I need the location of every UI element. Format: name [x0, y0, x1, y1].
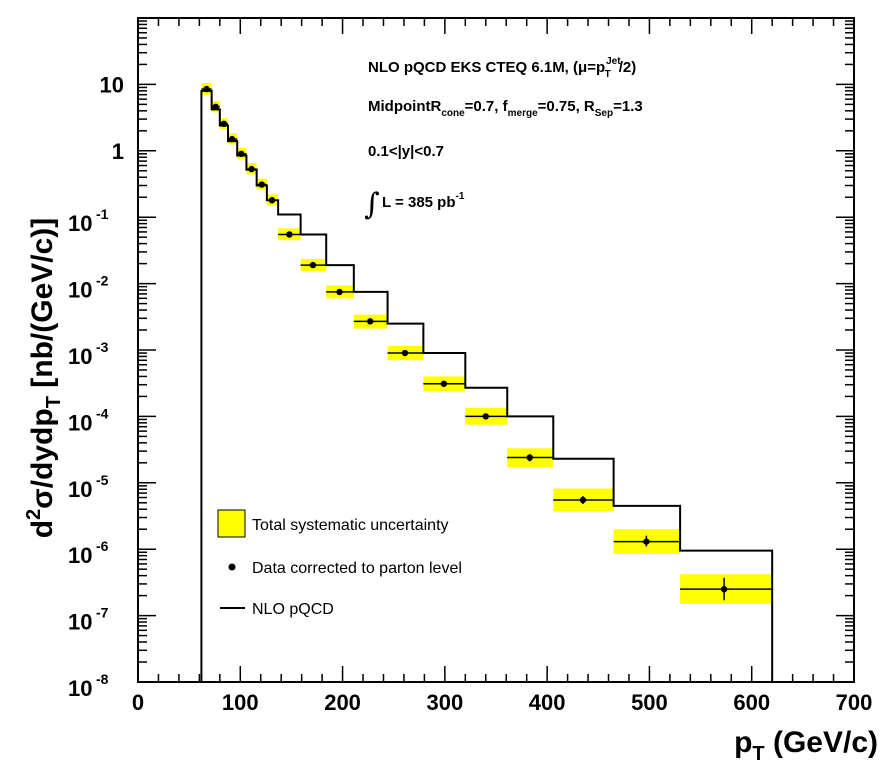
y-tick-exponent: -4: [96, 405, 109, 421]
annotation-model: NLO pQCD EKS CTEQ 6.1M, (μ=pJet T/2): [368, 56, 636, 80]
x-axis-label: pT (GeV/c): [734, 726, 878, 765]
annotation-rapidity: 0.1<|y|<0.7: [368, 143, 444, 160]
data-point: [268, 197, 276, 204]
data-point: [258, 181, 265, 188]
plot-frame: [137, 17, 855, 683]
y-tick-exponent: -8: [96, 671, 109, 687]
data-point: [248, 165, 255, 173]
y-tick-label: 10: [68, 610, 92, 635]
y-tick-label: 10: [68, 676, 92, 701]
x-tick-label: 600: [733, 690, 770, 715]
y-tick-exponent: -6: [96, 538, 109, 554]
y-tick-exponent: -3: [96, 339, 109, 355]
y-tick-label: 10: [68, 543, 92, 568]
nlo-curve: [200, 89, 774, 682]
x-tick-label: 500: [631, 690, 668, 715]
y-tick-label: 10: [68, 211, 92, 236]
x-tick-label: 300: [426, 690, 463, 715]
axis-ticks: 0 100 200 300 400 500 600 70010-810-710-610-510…: [68, 18, 872, 715]
y-tick-label: 10: [68, 278, 92, 303]
y-tick-exponent: -2: [96, 273, 109, 289]
annotation-block: NLO pQCD EKS CTEQ 6.1M, (μ=pJet T/2) Midp…: [364, 56, 643, 222]
data-point: [336, 288, 343, 296]
y-tick-label: 10: [100, 72, 124, 97]
legend-label-band: Total systematic uncertainty: [252, 517, 449, 534]
plot-area: [200, 82, 774, 682]
x-tick-label: 100: [222, 690, 259, 715]
y-tick-exponent: -1: [96, 206, 109, 222]
data-point: [238, 150, 245, 158]
legend-label-nlo: NLO pQCD: [252, 601, 334, 618]
legend: Total systematic uncertainty Data correc…: [217, 509, 462, 618]
y-tick-label: 1: [112, 139, 124, 164]
y-tick-label: 10: [68, 344, 92, 369]
y-axis-label: d2σ/dydpT [nb/(GeV/c)]: [23, 218, 65, 539]
annotation-cone: MidpointRcone=0.7, fmerge=0.75, RSep=1.3: [368, 98, 643, 119]
annotation-luminosity: L = 385 pb-1: [382, 191, 465, 211]
data-point: [366, 318, 374, 325]
data-point: [220, 120, 228, 128]
data-point: [212, 103, 219, 110]
data-point: [643, 538, 650, 545]
x-tick-label: 700: [836, 690, 873, 715]
data-point: [228, 135, 236, 143]
data-point: [203, 85, 210, 93]
integral-sign: ∫: [364, 187, 380, 222]
legend-swatch-band: [217, 509, 246, 538]
data-point: [720, 585, 728, 593]
data-point: [482, 413, 489, 420]
x-tick-label: 200: [324, 690, 361, 715]
x-tick-label: 0: [132, 690, 144, 715]
data-point: [286, 231, 293, 238]
data-point: [579, 496, 587, 504]
data-point: [526, 454, 533, 461]
x-tick-label: 400: [529, 690, 566, 715]
data-point: [401, 349, 409, 357]
legend-label-data: Data corrected to parton level: [252, 560, 462, 577]
y-tick-label: 10: [68, 477, 92, 502]
data-point: [440, 380, 448, 387]
legend-swatch-marker: [228, 563, 236, 571]
y-tick-label: 10: [68, 410, 92, 435]
y-tick-exponent: -5: [96, 472, 109, 488]
y-tick-exponent: -7: [96, 605, 109, 621]
data-point: [309, 261, 317, 269]
